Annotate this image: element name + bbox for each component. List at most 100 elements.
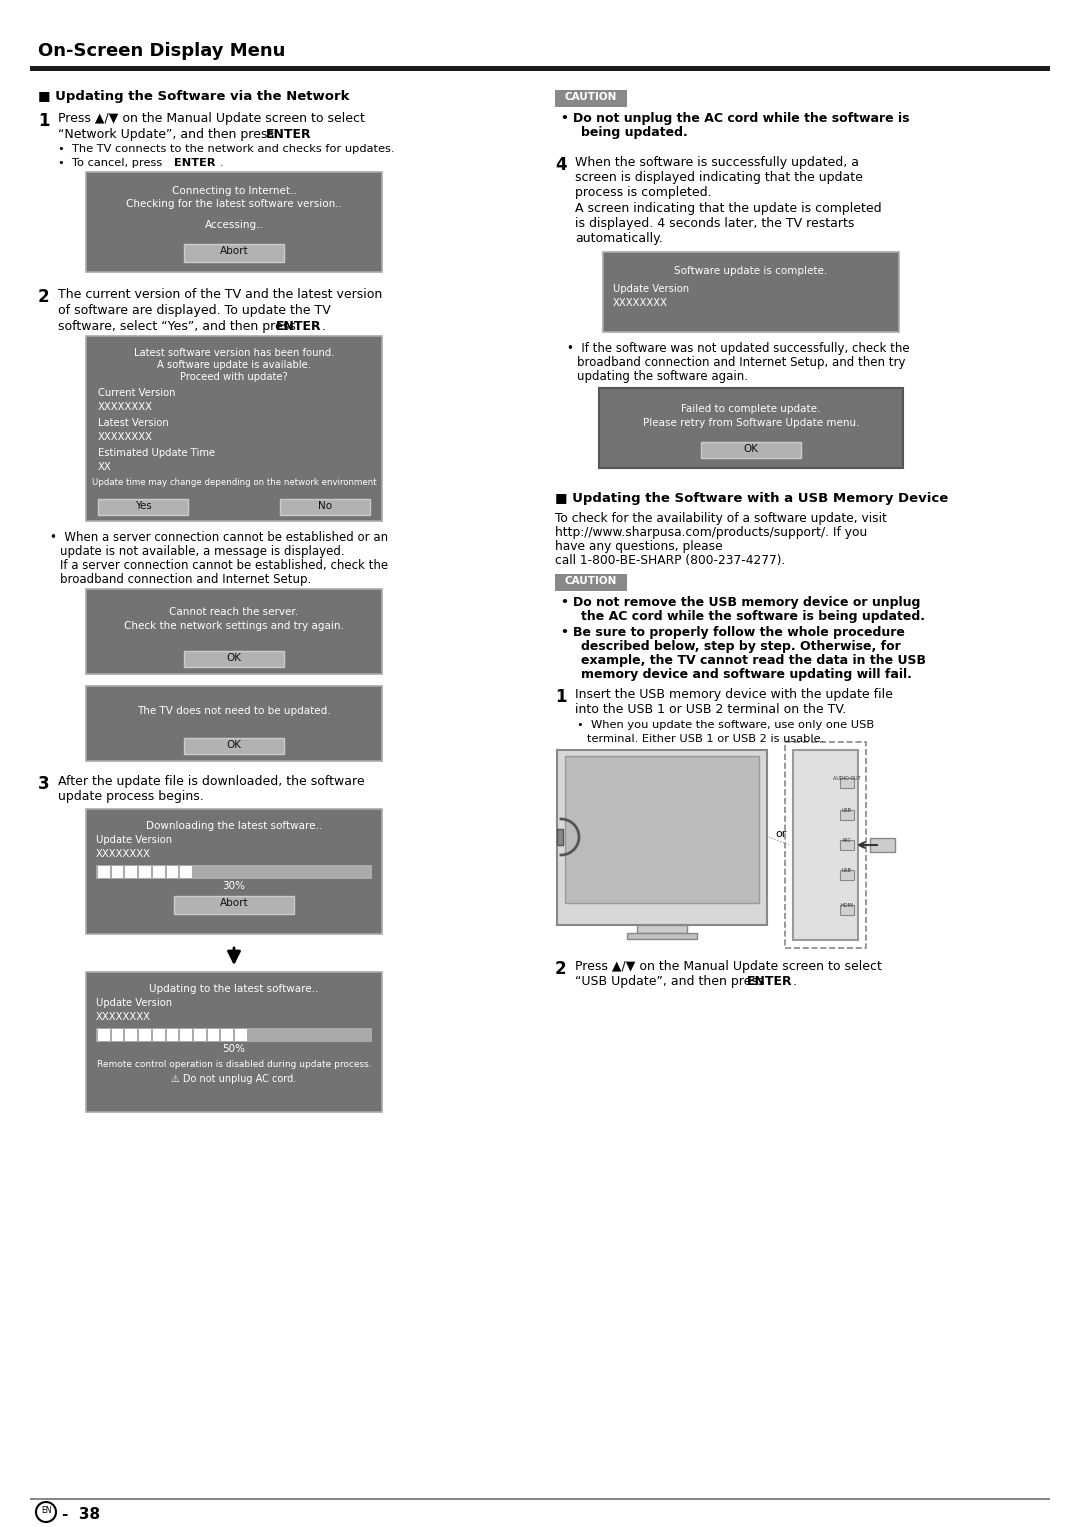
Text: ENTER: ENTER xyxy=(266,128,312,140)
Bar xyxy=(701,441,801,458)
Text: 2: 2 xyxy=(555,960,567,977)
Text: Checking for the latest software version..: Checking for the latest software version… xyxy=(126,199,342,209)
Text: •  To cancel, press: • To cancel, press xyxy=(58,157,166,168)
Text: Abort: Abort xyxy=(219,246,248,257)
Text: •: • xyxy=(561,626,578,638)
Text: ARC: ARC xyxy=(842,838,852,843)
Text: Please retry from Software Update menu.: Please retry from Software Update menu. xyxy=(643,418,860,428)
Text: USB: USB xyxy=(842,808,852,812)
Text: ENTER: ENTER xyxy=(276,321,322,333)
Text: is displayed. 4 seconds later, the TV restarts: is displayed. 4 seconds later, the TV re… xyxy=(575,217,854,231)
Text: XXXXXXXX: XXXXXXXX xyxy=(98,402,153,412)
Bar xyxy=(152,1029,164,1041)
Bar xyxy=(557,750,767,925)
Bar xyxy=(111,1029,123,1041)
Bar xyxy=(139,1029,151,1041)
Text: described below, step by step. Otherwise, for: described below, step by step. Otherwise… xyxy=(581,640,901,654)
Text: “Network Update”, and then press: “Network Update”, and then press xyxy=(58,128,278,140)
Text: call 1-800-BE-SHARP (800-237-4277).: call 1-800-BE-SHARP (800-237-4277). xyxy=(555,554,785,567)
Text: Estimated Update Time: Estimated Update Time xyxy=(98,447,215,458)
Text: A screen indicating that the update is completed: A screen indicating that the update is c… xyxy=(575,202,881,215)
Text: When the software is successfully updated, a: When the software is successfully update… xyxy=(575,156,859,169)
Text: ■ Updating the Software with a USB Memory Device: ■ Updating the Software with a USB Memor… xyxy=(555,492,948,505)
Text: USB: USB xyxy=(842,867,852,873)
Text: HDMI: HDMI xyxy=(840,902,853,909)
Text: broadband connection and Internet Setup, and then try: broadband connection and Internet Setup,… xyxy=(577,356,905,370)
Text: EN: EN xyxy=(41,1506,51,1515)
Bar xyxy=(785,742,866,948)
Text: automatically.: automatically. xyxy=(575,232,663,244)
Text: Update time may change depending on the network environment: Update time may change depending on the … xyxy=(92,478,376,487)
Bar xyxy=(637,925,687,933)
Bar xyxy=(207,1029,219,1041)
Bar xyxy=(96,1028,372,1041)
Text: process is completed.: process is completed. xyxy=(575,186,712,199)
Bar xyxy=(111,866,123,878)
Bar xyxy=(180,866,192,878)
Bar xyxy=(125,866,137,878)
Text: software, select “Yes”, and then press: software, select “Yes”, and then press xyxy=(58,321,300,333)
Bar xyxy=(599,388,903,467)
Text: No: No xyxy=(318,501,332,512)
Bar xyxy=(86,686,382,760)
Text: •  When you update the software, use only one USB: • When you update the software, use only… xyxy=(577,721,874,730)
Text: .: . xyxy=(322,321,326,333)
Bar xyxy=(180,1029,192,1041)
Text: Latest software version has been found.: Latest software version has been found. xyxy=(134,348,334,357)
Bar xyxy=(194,1029,205,1041)
Text: update process begins.: update process begins. xyxy=(58,789,204,803)
Bar xyxy=(86,173,382,272)
Text: Do not unplug the AC cord while the software is: Do not unplug the AC cord while the soft… xyxy=(573,111,909,125)
Bar xyxy=(184,738,284,754)
Text: terminal. Either USB 1 or USB 2 is usable.: terminal. Either USB 1 or USB 2 is usabl… xyxy=(588,734,824,744)
Text: or: or xyxy=(775,829,786,838)
Text: •: • xyxy=(561,111,578,125)
Text: XXXXXXXX: XXXXXXXX xyxy=(96,1012,151,1022)
Bar xyxy=(221,1029,233,1041)
Bar xyxy=(555,90,627,107)
Bar xyxy=(184,244,284,263)
Text: 50%: 50% xyxy=(222,1044,245,1054)
Text: XXXXXXXX: XXXXXXXX xyxy=(98,432,153,441)
Text: XXXXXXXX: XXXXXXXX xyxy=(96,849,151,860)
Text: .: . xyxy=(220,157,224,168)
Text: have any questions, please: have any questions, please xyxy=(555,541,723,553)
Text: Abort: Abort xyxy=(219,898,248,909)
Text: On-Screen Display Menu: On-Screen Display Menu xyxy=(38,43,285,60)
Text: After the update file is downloaded, the software: After the update file is downloaded, the… xyxy=(58,776,365,788)
Text: OK: OK xyxy=(743,444,758,454)
Text: 1: 1 xyxy=(555,689,567,705)
Bar xyxy=(280,499,370,515)
Bar xyxy=(166,1029,178,1041)
Bar xyxy=(152,866,164,878)
Text: CAUTION: CAUTION xyxy=(565,576,617,586)
Bar xyxy=(30,1498,1050,1500)
Text: ENTER: ENTER xyxy=(747,976,793,988)
Bar xyxy=(557,829,563,844)
Text: Press ▲/▼ on the Manual Update screen to select: Press ▲/▼ on the Manual Update screen to… xyxy=(575,960,882,973)
Text: If a server connection cannot be established, check the: If a server connection cannot be establi… xyxy=(60,559,388,573)
Text: •  If the software was not updated successfully, check the: • If the software was not updated succes… xyxy=(567,342,909,354)
Bar xyxy=(98,1029,110,1041)
Text: •  The TV connects to the network and checks for updates.: • The TV connects to the network and che… xyxy=(58,144,394,154)
Text: 4: 4 xyxy=(555,156,567,174)
Text: into the USB 1 or USB 2 terminal on the TV.: into the USB 1 or USB 2 terminal on the … xyxy=(575,702,847,716)
Text: Software update is complete.: Software update is complete. xyxy=(674,266,827,276)
Bar xyxy=(565,756,759,902)
Bar xyxy=(125,1029,137,1041)
Text: ENTER: ENTER xyxy=(174,157,216,168)
Bar xyxy=(98,866,110,878)
Text: XX: XX xyxy=(98,463,111,472)
Text: The current version of the TV and the latest version: The current version of the TV and the la… xyxy=(58,289,382,301)
Text: broadband connection and Internet Setup.: broadband connection and Internet Setup. xyxy=(60,573,311,586)
Bar xyxy=(840,906,854,915)
Text: Insert the USB memory device with the update file: Insert the USB memory device with the up… xyxy=(575,689,893,701)
Text: Cannot reach the server.: Cannot reach the server. xyxy=(170,608,298,617)
Text: Check the network settings and try again.: Check the network settings and try again… xyxy=(124,621,343,631)
Text: Current Version: Current Version xyxy=(98,388,175,399)
Text: screen is displayed indicating that the update: screen is displayed indicating that the … xyxy=(575,171,863,183)
Text: Proceed with update?: Proceed with update? xyxy=(180,373,288,382)
Text: -  38: - 38 xyxy=(62,1507,100,1522)
Bar xyxy=(840,809,854,820)
Text: Latest Version: Latest Version xyxy=(98,418,168,428)
